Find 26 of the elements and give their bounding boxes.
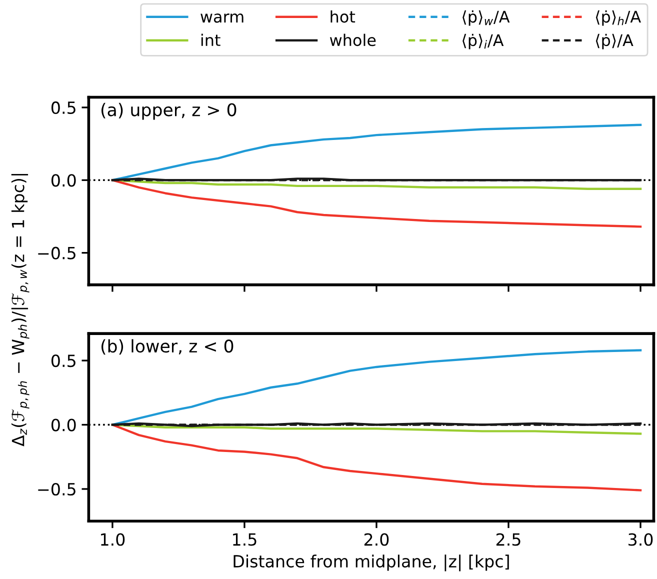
legend-label: ⟨ṗ⟩$_{i}$/A bbox=[462, 34, 504, 50]
y-tick-label: 0.5 bbox=[51, 101, 76, 114]
legend-label: ⟨ṗ⟩$_{h}$/A bbox=[596, 10, 641, 26]
x-tick-label: 2.5 bbox=[496, 533, 520, 546]
chart-title: (b) lower, z < 0 bbox=[101, 339, 234, 355]
x-tick-label: 3.0 bbox=[628, 533, 653, 546]
legend-label: ⟨ṗ⟩/A bbox=[596, 34, 634, 50]
legend-label: ⟨ṗ⟩$_{w}$/A bbox=[462, 10, 510, 26]
line-series bbox=[111, 124, 642, 182]
x-tick-label: 1.5 bbox=[233, 533, 256, 546]
y-tick-label: 0.5 bbox=[51, 354, 76, 368]
line-series bbox=[111, 179, 642, 228]
text: Δ$_{z}$(ℱ$_{p,ph}$ − W$_{ph}$)/|ℱ$_{p,w}$(z = 1 kpc)| bbox=[11, 174, 30, 446]
legend-label: hot bbox=[330, 10, 356, 23]
y-tick-label: 0.0 bbox=[51, 418, 76, 432]
y-tick-label: 0.0 bbox=[51, 174, 76, 187]
legend-label: int bbox=[201, 34, 220, 46]
x-tick-label: 1.0 bbox=[101, 533, 125, 546]
x-axis-title: Distance from midplane, |z| [kpc] bbox=[234, 554, 509, 572]
y-tick-label: −0.5 bbox=[38, 482, 76, 496]
legend-label: whole bbox=[330, 34, 376, 46]
y-tick-label: −0.5 bbox=[38, 246, 76, 260]
line-series bbox=[111, 424, 642, 492]
chart-title: (a) upper, z > 0 bbox=[101, 102, 236, 120]
legend-label: warm bbox=[200, 14, 244, 23]
x-tick-label: 2.0 bbox=[364, 533, 389, 546]
